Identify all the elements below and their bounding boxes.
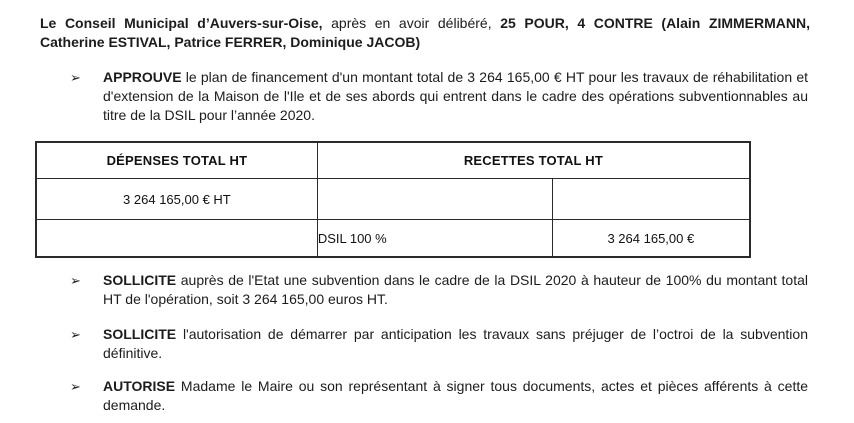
- bullet-autorise: ➢ AUTORISE Madame le Maire ou son représ…: [70, 377, 808, 415]
- bullet-lead-word: AUTORISE: [103, 378, 176, 394]
- bullet-sollicite-autorisation-text: SOLLICITE l'autorisation de démarrer par…: [103, 325, 808, 363]
- intro-paragraph: Le Conseil Municipal d’Auvers-sur-Oise, …: [40, 14, 810, 52]
- arrow-bullet-icon: ➢: [70, 70, 81, 85]
- intro-council-bold: Le Conseil Municipal d’Auvers-sur-Oise,: [40, 15, 323, 31]
- intro-regular-text: après en avoir délibéré,: [331, 15, 492, 31]
- table-header-recettes: RECETTES TOTAL HT: [316, 141, 751, 179]
- bullet-approuve: ➢ APPROUVE le plan de financement d'un m…: [70, 68, 808, 125]
- cell-dsil-label: DSIL 100 %: [316, 219, 553, 258]
- cell-empty: [551, 178, 751, 220]
- bullet-autorise-text: AUTORISE Madame le Maire ou son représen…: [103, 377, 808, 415]
- bullet-lead-word: SOLLICITE: [103, 272, 177, 288]
- table-row-depenses-total: 3 264 165,00 € HT: [35, 178, 751, 220]
- bullet-lead-word: APPROUVE: [103, 69, 182, 85]
- arrow-bullet-icon: ➢: [70, 379, 81, 394]
- arrow-bullet-icon: ➢: [70, 273, 81, 288]
- cell-dsil-amount: 3 264 165,00 €: [551, 219, 751, 258]
- cell-depenses-amount: 3 264 165,00 € HT: [35, 178, 318, 220]
- table-header-row: DÉPENSES TOTAL HT RECETTES TOTAL HT: [35, 141, 751, 179]
- bullet-body-text: le plan de financement d'un montant tota…: [103, 69, 809, 123]
- intro-vote-result-bold: 25 POUR, 4 CONTRE (Alain ZIMMERMANN, Cat…: [40, 15, 811, 50]
- bullet-sollicite-subvention: ➢ SOLLICITE auprès de l'Etat une subvent…: [70, 271, 808, 309]
- arrow-bullet-icon: ➢: [70, 327, 81, 342]
- bullet-approuve-text: APPROUVE le plan de financement d'un mon…: [103, 68, 808, 125]
- table-header-depenses: DÉPENSES TOTAL HT: [35, 141, 318, 179]
- bullet-body-text: auprès de l'Etat une subvention dans le …: [103, 272, 809, 307]
- bullet-sollicite-subvention-text: SOLLICITE auprès de l'Etat une subventio…: [103, 271, 808, 309]
- cell-empty: [316, 178, 553, 220]
- financing-table: DÉPENSES TOTAL HT RECETTES TOTAL HT 3 26…: [35, 141, 751, 258]
- cell-empty: [35, 219, 318, 258]
- bullet-sollicite-autorisation: ➢ SOLLICITE l'autorisation de démarrer p…: [70, 325, 808, 363]
- bullet-body-text: Madame le Maire ou son représentant à si…: [103, 378, 809, 413]
- bullet-body-text: l'autorisation de démarrer par anticipat…: [103, 326, 808, 361]
- table-row-dsil: DSIL 100 % 3 264 165,00 €: [35, 219, 751, 258]
- bullet-lead-word: SOLLICITE: [103, 326, 177, 342]
